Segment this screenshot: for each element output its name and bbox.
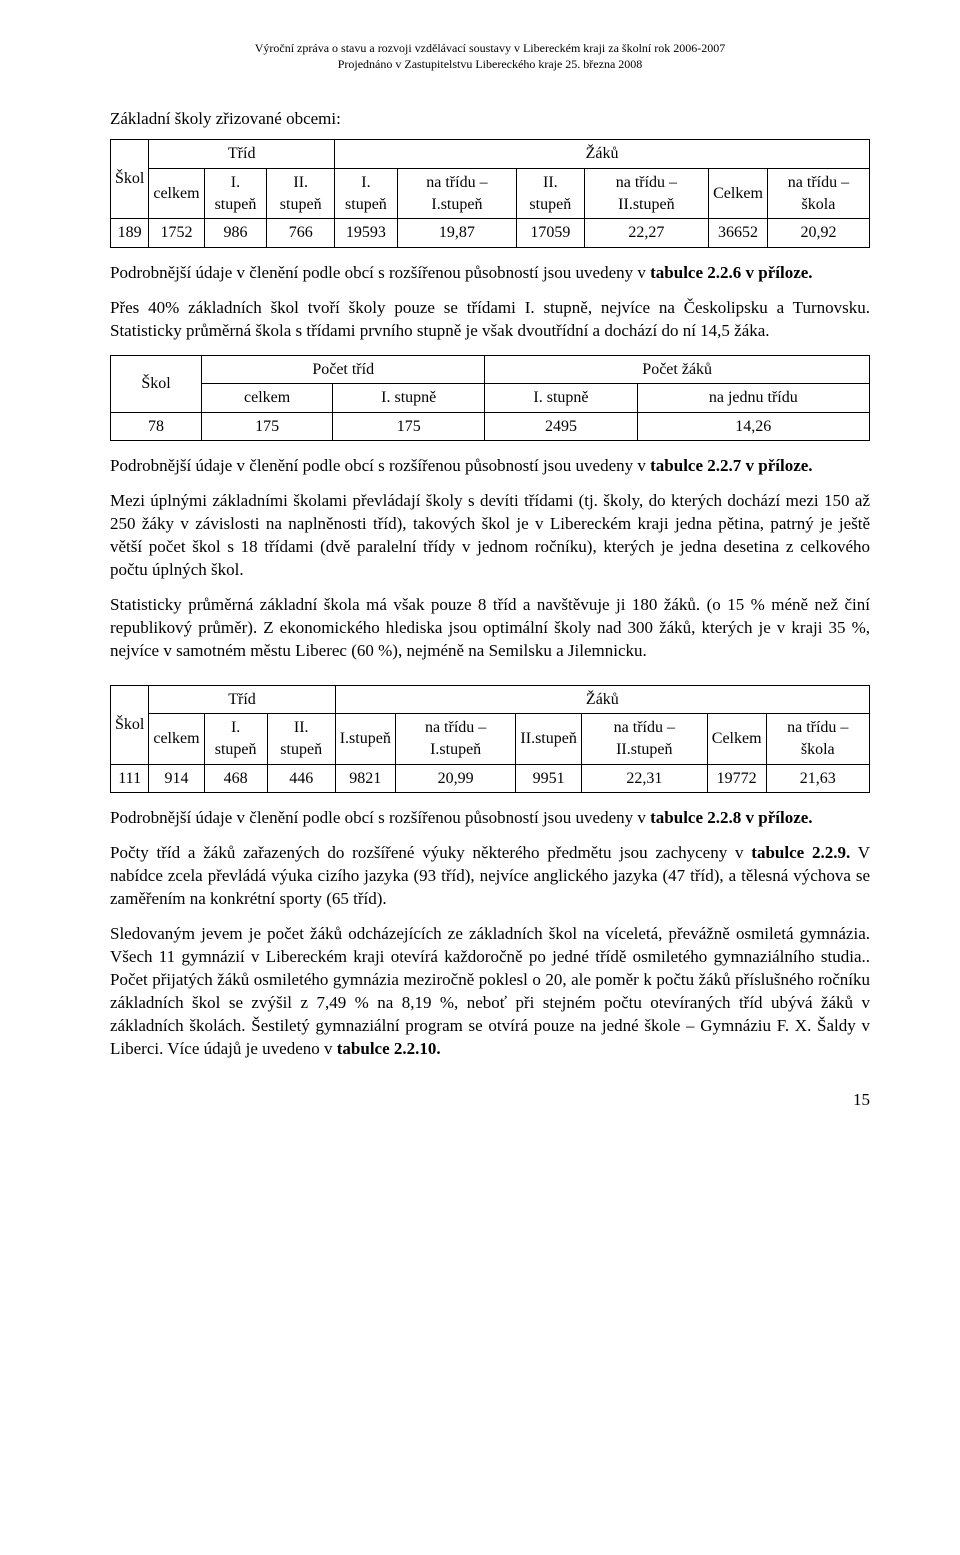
cell: 766 <box>267 219 335 248</box>
cell: 78 <box>111 412 202 441</box>
table-row: 189 1752 986 766 19593 19,87 17059 22,27… <box>111 219 870 248</box>
cell: 22,27 <box>584 219 708 248</box>
col-group-trid: Tříd <box>149 685 335 714</box>
cell: 19,87 <box>397 219 516 248</box>
cell: 9951 <box>516 764 581 793</box>
col-celkem: celkem <box>149 714 204 764</box>
col-ii-stupen: II. stupeň <box>267 168 335 218</box>
table-row: 111 914 468 446 9821 20,99 9951 22,31 19… <box>111 764 870 793</box>
cell: 468 <box>204 764 267 793</box>
col-na-tridu-i: na třídu – I.stupeň <box>395 714 516 764</box>
table-ref: tabulce 2.2.6 v příloze. <box>650 263 812 282</box>
paragraph: Přes 40% základních škol tvoří školy pou… <box>110 297 870 343</box>
text: Sledovaným jevem je počet žáků odcházejí… <box>110 924 870 1058</box>
paragraph: Podrobnější údaje v členění podle obcí s… <box>110 262 870 285</box>
cell: 446 <box>267 764 335 793</box>
col-i-stupen-2: I.stupeň <box>335 714 395 764</box>
table-schools-municipal: Škol Tříd Žáků celkem I. stupeň II. stup… <box>110 139 870 247</box>
col-skol: Škol <box>111 685 149 764</box>
col-ii-stupen-2: II.stupeň <box>516 714 581 764</box>
section-title: Základní školy zřizované obcemi: <box>110 108 870 131</box>
table-row: celkem I. stupně I. stupně na jednu tříd… <box>111 384 870 413</box>
table-ref: tabulce 2.2.9. <box>751 843 850 862</box>
table-ref: tabulce 2.2.7 v příloze. <box>650 456 812 475</box>
cell: 914 <box>149 764 204 793</box>
col-ii-stupen: II. stupeň <box>267 714 335 764</box>
cell: 9821 <box>335 764 395 793</box>
text: Podrobnější údaje v členění podle obcí s… <box>110 263 650 282</box>
col-skol: Škol <box>111 140 149 219</box>
col-na-tridu-skola: na třídu – škola <box>767 168 869 218</box>
cell: 19593 <box>335 219 398 248</box>
col-group-zaku: Žáků <box>335 685 869 714</box>
text: Podrobnější údaje v členění podle obcí s… <box>110 456 650 475</box>
col-group-pocet-trid: Počet tříd <box>202 355 485 384</box>
text: Podrobnější údaje v členění podle obcí s… <box>110 808 650 827</box>
cell: 22,31 <box>581 764 707 793</box>
table-row: 78 175 175 2495 14,26 <box>111 412 870 441</box>
paragraph: Počty tříd a žáků zařazených do rozšířen… <box>110 842 870 911</box>
cell: 175 <box>202 412 333 441</box>
table-schools-full: Škol Tříd Žáků celkem I. stupeň II. stup… <box>110 685 870 793</box>
table-row: celkem I. stupeň II. stupeň I. stupeň na… <box>111 168 870 218</box>
col-group-zaku: Žáků <box>335 140 870 169</box>
paragraph: Mezi úplnými základními školami převláda… <box>110 490 870 582</box>
col-na-tridu-skola: na třídu – škola <box>766 714 869 764</box>
table-row: Škol Tříd Žáků <box>111 685 870 714</box>
cell: 986 <box>204 219 267 248</box>
document-page: Výroční zpráva o stavu a rozvoji vzděláv… <box>0 0 960 1171</box>
cell: 14,26 <box>637 412 869 441</box>
paragraph: Sledovaným jevem je počet žáků odcházejí… <box>110 923 870 1061</box>
paragraph: Statisticky průměrná základní škola má v… <box>110 594 870 663</box>
col-na-tridu-ii: na třídu – II.stupeň <box>581 714 707 764</box>
cell: 36652 <box>709 219 768 248</box>
table-row: Škol Počet tříd Počet žáků <box>111 355 870 384</box>
cell: 21,63 <box>766 764 869 793</box>
col-i-stupne: I. stupně <box>333 384 485 413</box>
col-group-pocet-zaku: Počet žáků <box>485 355 870 384</box>
cell: 189 <box>111 219 149 248</box>
col-i-stupne-2: I. stupně <box>485 384 637 413</box>
col-skol: Škol <box>111 355 202 412</box>
table-row: celkem I. stupeň II. stupeň I.stupeň na … <box>111 714 870 764</box>
report-header: Výroční zpráva o stavu a rozvoji vzděláv… <box>110 40 870 72</box>
cell: 111 <box>111 764 149 793</box>
col-group-trid: Tříd <box>149 140 335 169</box>
header-line-2: Projednáno v Zastupitelstvu Libereckého … <box>338 57 643 71</box>
table-i-stupen-only: Škol Počet tříd Počet žáků celkem I. stu… <box>110 355 870 442</box>
col-celkem-2: Celkem <box>707 714 766 764</box>
cell: 175 <box>333 412 485 441</box>
col-na-tridu-ii: na třídu – II.stupeň <box>584 168 708 218</box>
paragraph: Podrobnější údaje v členění podle obcí s… <box>110 807 870 830</box>
cell: 1752 <box>149 219 204 248</box>
cell: 20,92 <box>767 219 869 248</box>
col-i-stupen: I. stupeň <box>204 168 267 218</box>
cell: 20,99 <box>395 764 516 793</box>
table-ref: tabulce 2.2.10. <box>337 1039 441 1058</box>
col-i-stupen-2: I. stupeň <box>335 168 398 218</box>
col-celkem: celkem <box>149 168 204 218</box>
col-na-jednu-tridu: na jednu třídu <box>637 384 869 413</box>
col-i-stupen: I. stupeň <box>204 714 267 764</box>
col-celkem: celkem <box>202 384 333 413</box>
col-celkem-2: Celkem <box>709 168 768 218</box>
paragraph: Podrobnější údaje v členění podle obcí s… <box>110 455 870 478</box>
cell: 17059 <box>517 219 585 248</box>
table-ref: tabulce 2.2.8 v příloze. <box>650 808 812 827</box>
table-row: Škol Tříd Žáků <box>111 140 870 169</box>
col-na-tridu-i: na třídu – I.stupeň <box>397 168 516 218</box>
page-number: 15 <box>110 1089 870 1112</box>
text: Počty tříd a žáků zařazených do rozšířen… <box>110 843 751 862</box>
col-ii-stupen-2: II. stupeň <box>517 168 585 218</box>
cell: 19772 <box>707 764 766 793</box>
header-line-1: Výroční zpráva o stavu a rozvoji vzděláv… <box>255 41 726 55</box>
cell: 2495 <box>485 412 637 441</box>
